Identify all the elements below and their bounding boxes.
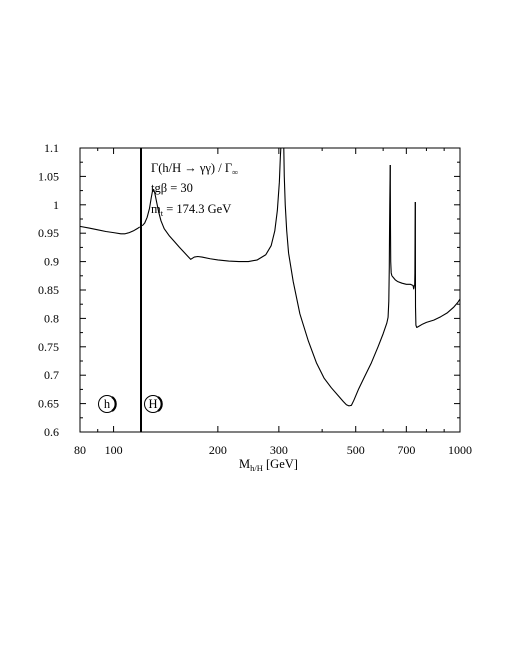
- y-tick-label-0: 0.6: [44, 425, 59, 439]
- x-axis-label: Mh/H [GeV]: [239, 457, 298, 473]
- annotation-top-mass: mt = 174.3 GeV: [151, 202, 231, 218]
- series-0-segment-4: [414, 201, 461, 329]
- y-tick-label-3: 0.75: [38, 340, 59, 354]
- series-0-segment-2: [283, 147, 391, 407]
- x-tick-label-6: 1000: [448, 443, 472, 457]
- x-tick-label-0: 80: [74, 443, 86, 457]
- y-tick-label-2: 0.7: [44, 368, 59, 382]
- y-tick-label-5: 0.85: [38, 283, 59, 297]
- y-tick-label-1: 0.65: [38, 397, 59, 411]
- series-0-segment-3: [389, 165, 416, 290]
- y-tick-label-8: 1: [53, 198, 59, 212]
- region-h-text: h: [104, 397, 111, 411]
- x-tick-label-4: 500: [347, 443, 365, 457]
- annotation-ratio: Γ(h/H → γγ) / Γ∞: [151, 161, 238, 177]
- ticks-layer: [79, 147, 461, 433]
- series-0-segment-1: [141, 147, 282, 263]
- plot-frame: [79, 147, 461, 433]
- series-layer: [79, 147, 461, 407]
- x-tick-label-2: 200: [209, 443, 227, 457]
- y-tick-label-9: 1.05: [38, 169, 59, 183]
- region-H-shadow: [157, 396, 163, 412]
- region-H-text: H: [148, 397, 157, 411]
- tick-labels-layer: 0.6 0.65 0.7 0.75 0.8 0.85 0.9 0.95 1 1.05 1.1 80 10…: [38, 141, 472, 457]
- x-tick-label-1: 100: [105, 443, 123, 457]
- annotation-block: Γ(h/H → γγ) / Γ∞ tgβ = 30 mt = 174.3 GeV: [151, 161, 238, 218]
- region-label-h: h: [98, 395, 117, 413]
- region-h-shadow: [111, 396, 117, 412]
- y-tick-label-7: 0.95: [38, 226, 59, 240]
- y-tick-label-10: 1.1: [44, 141, 59, 155]
- y-tick-label-4: 0.8: [44, 311, 59, 325]
- x-tick-label-5: 700: [397, 443, 415, 457]
- y-tick-label-6: 0.9: [44, 255, 59, 269]
- region-label-H: H: [144, 395, 163, 413]
- series-0-segment-0: [79, 225, 141, 235]
- x-tick-label-3: 300: [270, 443, 288, 457]
- annotation-tanbeta: tgβ = 30: [151, 181, 193, 195]
